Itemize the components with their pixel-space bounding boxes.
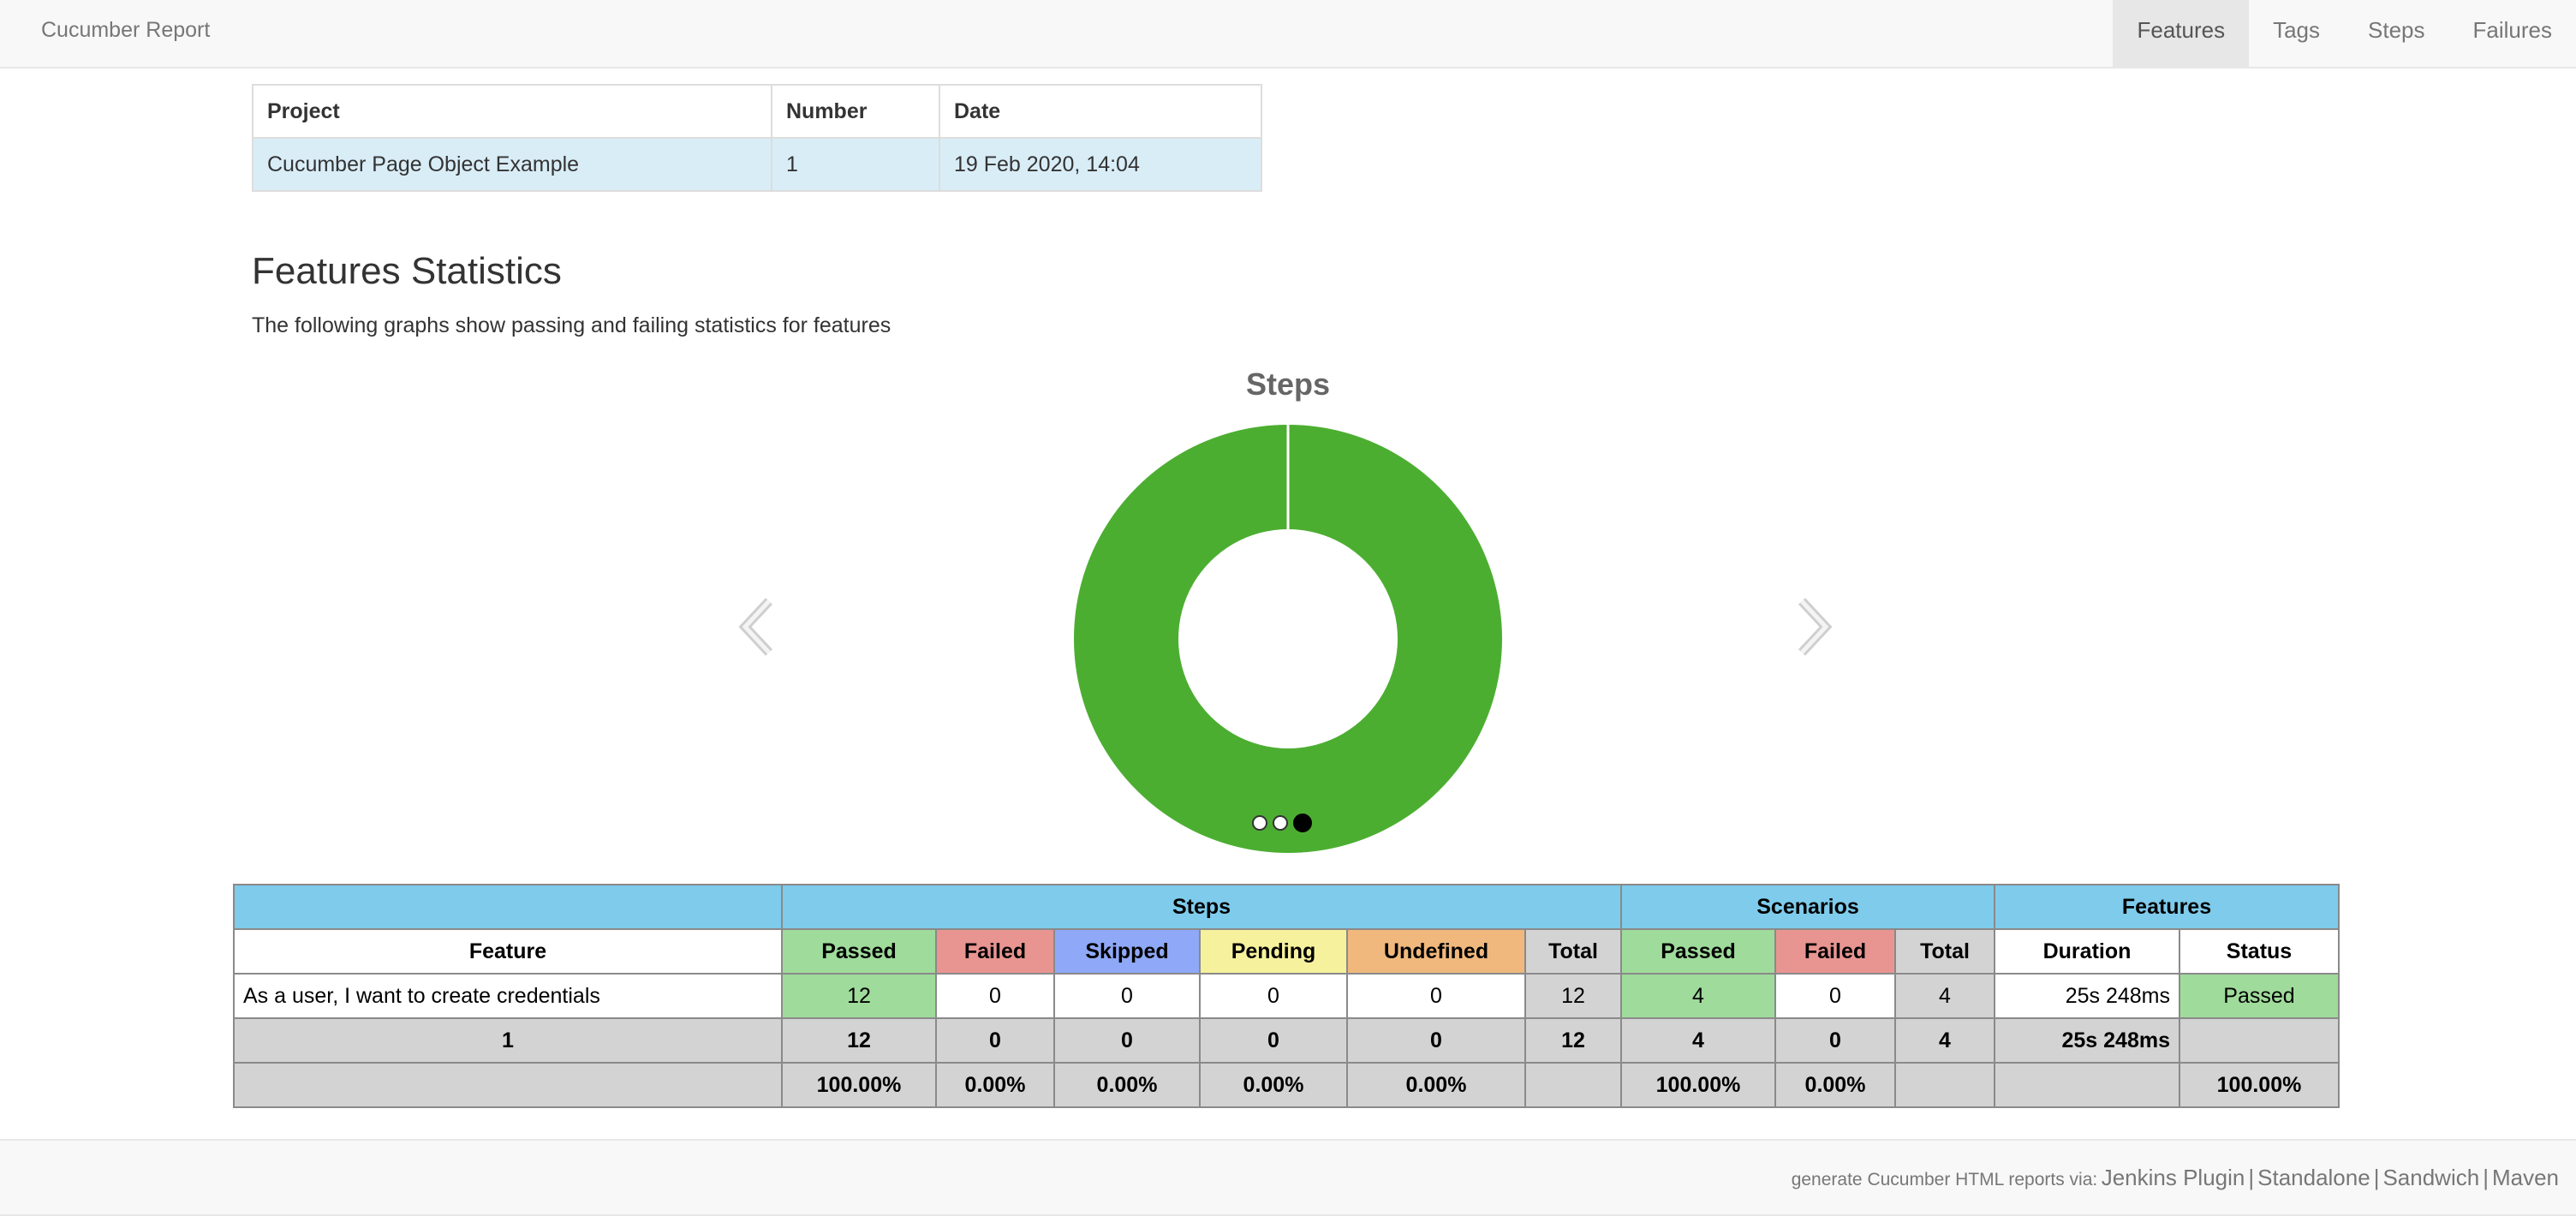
build-info-table: Project Number Date Cucumber Page Object… <box>252 84 1262 192</box>
chevron-right-icon <box>1798 598 1833 656</box>
percent-status: 100.00% <box>2179 1062 2340 1108</box>
footer-link-standalone[interactable]: Standalone <box>2257 1165 2370 1190</box>
total-steps-passed: 12 <box>781 1017 937 1064</box>
status-badge: Passed <box>2179 973 2340 1019</box>
total-steps-pending: 0 <box>1199 1017 1348 1064</box>
percent-steps-skipped: 0.00% <box>1053 1062 1201 1108</box>
column-header-project: Project <box>252 84 772 139</box>
cell-steps-total: 12 <box>1524 973 1622 1019</box>
footer: generate Cucumber HTML reports via: Jenk… <box>0 1139 2576 1216</box>
carousel-prev-button[interactable] <box>733 591 781 667</box>
stats-description: The following graphs show passing and fa… <box>252 313 891 337</box>
page-title: Features Statistics <box>252 250 562 292</box>
group-header-steps: Steps <box>781 884 1622 930</box>
footer-separator: | <box>2373 1165 2380 1190</box>
project-name: Cucumber Page Object Example <box>252 137 772 192</box>
total-duration: 25s 248ms <box>1994 1017 2180 1064</box>
nav-item-tags[interactable]: Tags <box>2273 17 2321 43</box>
footer-link-maven[interactable]: Maven <box>2491 1165 2559 1190</box>
steps-donut-chart <box>1073 425 1502 853</box>
build-info-header-row: Project Number Date <box>252 84 1262 139</box>
cell-scenarios-passed: 4 <box>1620 973 1776 1019</box>
footer-link-jenkins-plugin[interactable]: Jenkins Plugin <box>2101 1165 2245 1190</box>
total-steps-failed: 0 <box>935 1017 1055 1064</box>
column-header-steps-undefined[interactable]: Undefined <box>1346 928 1526 975</box>
column-header-steps-failed[interactable]: Failed <box>935 928 1055 975</box>
footer-text: generate Cucumber HTML reports via: <box>1791 1170 2098 1189</box>
percent-scenarios-failed: 0.00% <box>1774 1062 1896 1108</box>
cell-steps-undefined: 0 <box>1346 973 1526 1019</box>
percent-steps-total-empty <box>1524 1062 1622 1108</box>
percent-steps-undefined: 0.00% <box>1346 1062 1526 1108</box>
column-header-status[interactable]: Status <box>2179 928 2340 975</box>
table-row: As a user, I want to create credentials … <box>233 973 2340 1019</box>
percent-duration-empty <box>1994 1062 2180 1108</box>
column-header-steps-total[interactable]: Total <box>1524 928 1622 975</box>
column-header-steps-pending[interactable]: Pending <box>1199 928 1348 975</box>
nav-item-features[interactable]: Features <box>2113 0 2250 67</box>
column-header-steps-passed[interactable]: Passed <box>781 928 937 975</box>
chart-title: Steps <box>1245 367 1331 402</box>
cell-steps-skipped: 0 <box>1053 973 1201 1019</box>
donut-slice-passed[interactable] <box>1073 425 1502 853</box>
percent-scenarios-passed: 100.00% <box>1620 1062 1776 1108</box>
total-steps-undefined: 0 <box>1346 1017 1526 1064</box>
total-steps-skipped: 0 <box>1053 1017 1201 1064</box>
group-header-features: Features <box>1994 884 2340 930</box>
group-header-empty <box>233 884 783 930</box>
footer-link-sandwich[interactable]: Sandwich <box>2382 1165 2480 1190</box>
navbar-brand[interactable]: Cucumber Report <box>41 18 211 42</box>
carousel-indicator-2[interactable] <box>1273 815 1288 831</box>
nav-item-failures[interactable]: Failures <box>2472 17 2552 43</box>
feature-link[interactable]: As a user, I want to create credentials <box>233 973 783 1019</box>
column-header-steps-skipped[interactable]: Skipped <box>1053 928 1201 975</box>
carousel-next-button[interactable] <box>1790 591 1838 667</box>
navbar: Cucumber Report Features Tags Steps Fail… <box>0 0 2576 69</box>
column-header-number: Number <box>771 84 940 139</box>
column-header-feature[interactable]: Feature <box>233 928 783 975</box>
cell-scenarios-total: 4 <box>1894 973 1995 1019</box>
column-header-scenarios-passed[interactable]: Passed <box>1620 928 1776 975</box>
total-status-empty <box>2179 1017 2340 1064</box>
cell-steps-failed: 0 <box>935 973 1055 1019</box>
nav-menu: Features Tags Steps Failures <box>2113 0 2576 67</box>
cell-scenarios-failed: 0 <box>1774 973 1896 1019</box>
group-header-row: Steps Scenarios Features <box>233 884 2340 930</box>
build-number: 1 <box>771 137 940 192</box>
column-header-duration[interactable]: Duration <box>1994 928 2180 975</box>
group-header-scenarios: Scenarios <box>1620 884 1995 930</box>
total-feature-count: 1 <box>233 1017 783 1064</box>
column-header-scenarios-failed[interactable]: Failed <box>1774 928 1896 975</box>
cell-steps-pending: 0 <box>1199 973 1348 1019</box>
feature-stats-table: Steps Scenarios Features Feature Passed … <box>233 884 2340 1108</box>
nav-item-steps[interactable]: Steps <box>2368 17 2425 43</box>
carousel-indicator-3[interactable] <box>1293 814 1312 832</box>
column-header-date: Date <box>939 84 1262 139</box>
footer-separator: | <box>2483 1165 2489 1190</box>
footer-content: generate Cucumber HTML reports via: Jenk… <box>1792 1141 2559 1216</box>
percent-steps-failed: 0.00% <box>935 1062 1055 1108</box>
percent-scenarios-total-empty <box>1894 1062 1995 1108</box>
total-scenarios-failed: 0 <box>1774 1017 1896 1064</box>
percent-steps-pending: 0.00% <box>1199 1062 1348 1108</box>
cell-duration: 25s 248ms <box>1994 973 2180 1019</box>
footer-separator: | <box>2248 1165 2255 1190</box>
total-scenarios-total: 4 <box>1894 1017 1995 1064</box>
column-header-scenarios-total[interactable]: Total <box>1894 928 1995 975</box>
cell-steps-passed: 12 <box>781 973 937 1019</box>
build-info-row: Cucumber Page Object Example 1 19 Feb 20… <box>252 137 1262 192</box>
build-date: 19 Feb 2020, 14:04 <box>939 137 1262 192</box>
totals-row: 1 12 0 0 0 0 12 4 0 4 25s 248ms <box>233 1017 2340 1064</box>
percentages-row: 100.00% 0.00% 0.00% 0.00% 0.00% 100.00% … <box>233 1062 2340 1108</box>
percent-feature-empty <box>233 1062 783 1108</box>
percent-steps-passed: 100.00% <box>781 1062 937 1108</box>
total-scenarios-passed: 4 <box>1620 1017 1776 1064</box>
carousel-indicator-1[interactable] <box>1252 815 1267 831</box>
chevron-left-icon <box>738 598 773 656</box>
column-header-row: Feature Passed Failed Skipped Pending Un… <box>233 928 2340 975</box>
total-steps-total: 12 <box>1524 1017 1622 1064</box>
carousel-indicators <box>1252 814 1312 832</box>
